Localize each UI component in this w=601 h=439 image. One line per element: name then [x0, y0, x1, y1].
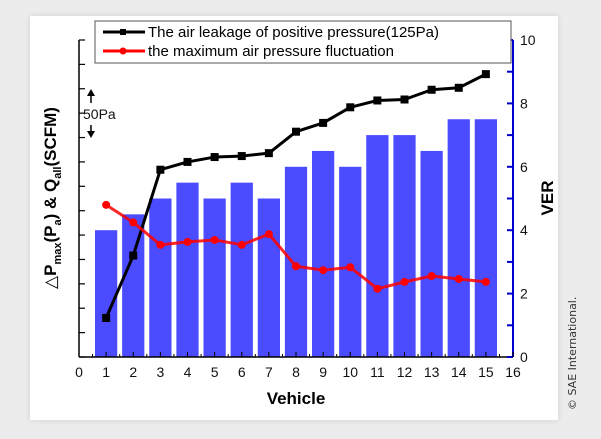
x-tick-label-12: 12	[397, 364, 413, 380]
left-axis-title: △Pmax(Pa) & Qall(SCFM)	[41, 107, 64, 289]
x-tick-label-13: 13	[424, 364, 440, 380]
point-s1-4	[183, 237, 192, 246]
bar-vehicle-7	[257, 198, 280, 357]
right-axis-title: VER	[538, 181, 557, 216]
point-s1-6	[237, 240, 246, 249]
legend-item-1: the maximum air pressure fluctuation	[148, 43, 394, 60]
annotation-50pa: 50Pa	[83, 89, 116, 138]
right-tick-label-4: 4	[520, 222, 528, 238]
right-tick-label-2: 2	[520, 286, 528, 302]
bar-vehicle-1	[95, 230, 118, 357]
legend-item-0: The air leakage of positive pressure(125…	[148, 24, 439, 41]
x-axis-title: Vehicle	[267, 389, 326, 408]
bars-layer	[95, 119, 497, 357]
legend-marker-square	[120, 29, 126, 35]
point-s0-1	[102, 313, 111, 322]
point-s0-6	[237, 152, 246, 161]
bar-vehicle-6	[230, 182, 253, 357]
copyright-text: © SAE International.	[566, 296, 579, 410]
bar-vehicle-10	[339, 166, 362, 357]
legend-marker-circle	[119, 47, 127, 55]
right-tick-label-8: 8	[520, 95, 528, 111]
point-s0-10	[346, 103, 355, 112]
point-s0-9	[319, 118, 328, 127]
point-s1-12	[400, 277, 409, 286]
right-tick-label-6: 6	[520, 159, 528, 175]
point-s1-10	[346, 263, 355, 272]
point-s0-11	[373, 96, 382, 105]
point-s0-12	[400, 95, 409, 104]
bar-vehicle-9	[312, 150, 335, 357]
point-s1-9	[319, 266, 328, 275]
bar-vehicle-5	[203, 198, 226, 357]
bar-vehicle-8	[284, 166, 308, 357]
x-tick-label-4: 4	[184, 364, 192, 380]
right-tick-label-10: 10	[520, 32, 536, 48]
bar-vehicle-15	[474, 119, 497, 357]
annotation-text: 50Pa	[83, 106, 116, 122]
point-s1-7	[264, 230, 273, 239]
point-s0-13	[427, 85, 436, 94]
point-s1-8	[292, 262, 300, 271]
point-s0-14	[454, 83, 463, 92]
x-tick-label-11: 11	[370, 364, 385, 380]
point-s1-15	[481, 277, 490, 286]
x-tick-label-14: 14	[451, 364, 467, 380]
x-tick-label-8: 8	[292, 364, 300, 380]
x-tick-label-0: 0	[75, 364, 83, 380]
x-tick-label-1: 1	[102, 364, 110, 380]
point-s1-2	[129, 218, 138, 227]
point-s0-7	[264, 149, 273, 158]
point-s1-5	[210, 235, 219, 244]
point-s1-13	[427, 272, 436, 281]
bar-vehicle-4	[176, 182, 199, 357]
x-tick-label-7: 7	[265, 364, 273, 380]
point-s1-11	[373, 284, 382, 293]
x-tick-label-5: 5	[211, 364, 219, 380]
point-s1-1	[102, 200, 111, 209]
svg-text:△Pmax(Pa) & Qall(SCFM): △Pmax(Pa) & Qall(SCFM)	[41, 107, 64, 289]
right-tick-label-0: 0	[520, 349, 528, 365]
point-s0-4	[183, 157, 192, 166]
x-tick-label-6: 6	[238, 364, 246, 380]
x-tick-label-3: 3	[156, 364, 164, 380]
bar-vehicle-13	[420, 150, 443, 357]
bar-vehicle-3	[149, 198, 172, 357]
bar-vehicle-2	[122, 214, 145, 357]
bar-vehicle-11	[366, 135, 389, 357]
x-tick-label-10: 10	[342, 364, 358, 380]
point-s0-5	[210, 153, 219, 162]
bar-vehicle-12	[393, 135, 416, 357]
lines-layer	[102, 70, 490, 322]
point-s1-3	[156, 240, 165, 249]
x-tick-label-9: 9	[319, 364, 327, 380]
point-s1-14	[454, 274, 463, 283]
point-s0-8	[292, 127, 300, 136]
bar-vehicle-14	[447, 119, 470, 357]
x-tick-label-16: 16	[505, 364, 521, 380]
left-title-delta: △	[41, 275, 60, 289]
x-tick-label-15: 15	[478, 364, 494, 380]
x-tick-label-2: 2	[129, 364, 137, 380]
point-s0-3	[156, 165, 165, 174]
legend: The air leakage of positive pressure(125…	[94, 20, 512, 64]
point-s0-15	[481, 70, 490, 79]
point-s0-2	[129, 251, 138, 260]
